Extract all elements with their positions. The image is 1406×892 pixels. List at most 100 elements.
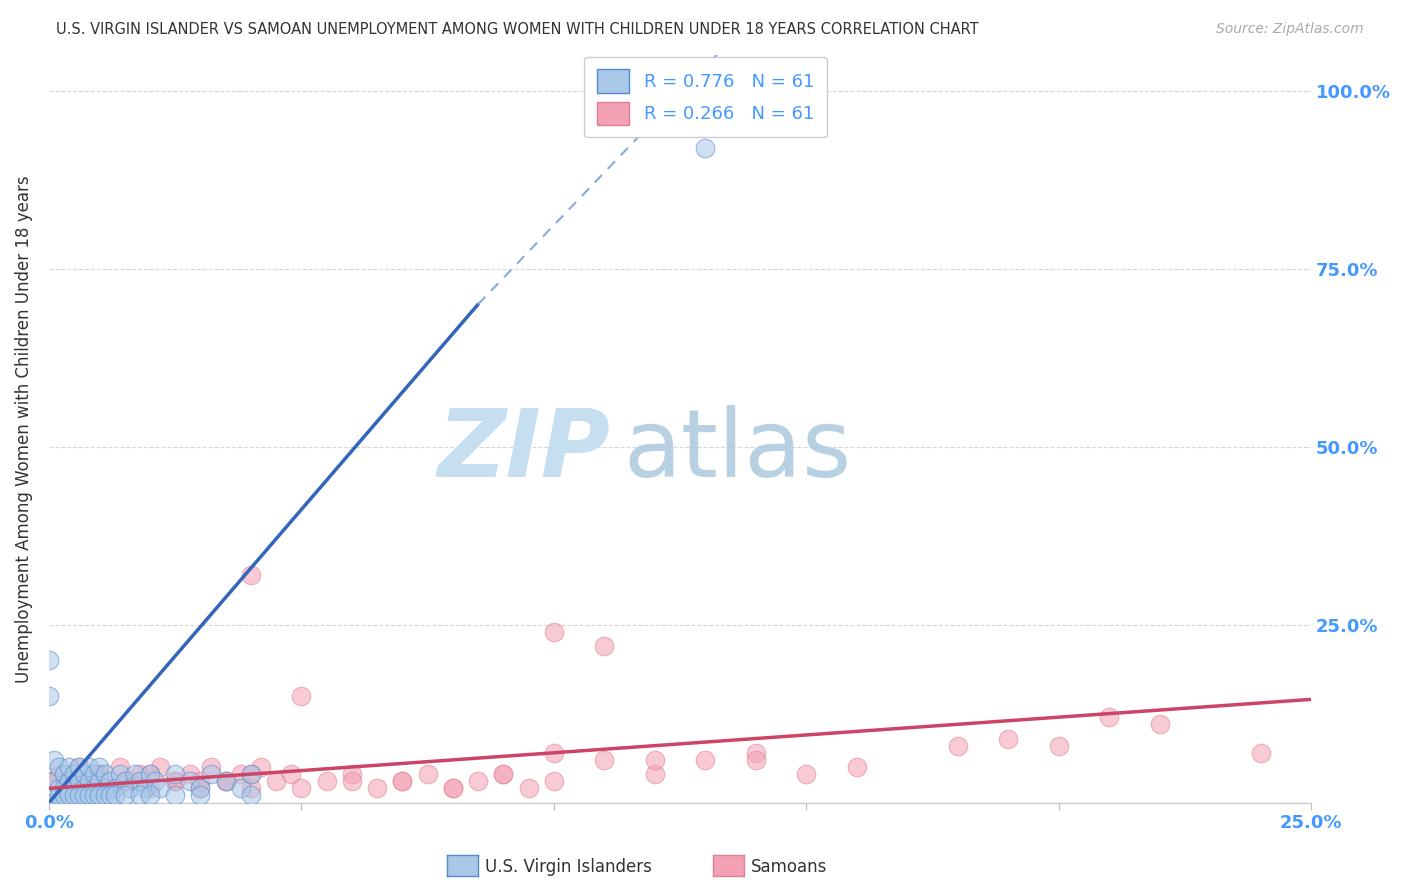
Point: [492, 767, 515, 781]
Point: [139, 789, 162, 803]
Point: [416, 767, 439, 781]
Point: [290, 689, 312, 703]
Point: [695, 753, 717, 767]
Point: [83, 789, 105, 803]
Point: [93, 789, 115, 803]
Point: [239, 789, 262, 803]
Point: [340, 767, 363, 781]
Point: [89, 760, 111, 774]
Point: [93, 767, 115, 781]
Point: [104, 789, 127, 803]
Point: [441, 781, 464, 796]
Point: [593, 753, 616, 767]
Point: [38, 689, 60, 703]
Point: [83, 781, 105, 796]
Point: [149, 760, 172, 774]
Point: [190, 789, 212, 803]
Point: [441, 781, 464, 796]
Point: [1098, 710, 1121, 724]
Point: [165, 774, 187, 789]
Point: [104, 781, 127, 796]
Point: [114, 789, 136, 803]
Point: [58, 789, 80, 803]
Point: [128, 774, 150, 789]
Point: [644, 753, 666, 767]
Point: [165, 789, 187, 803]
Point: [190, 781, 212, 796]
Point: [58, 774, 80, 789]
Point: [89, 767, 111, 781]
Point: [48, 789, 70, 803]
Point: [67, 760, 90, 774]
Point: [997, 731, 1019, 746]
Point: [745, 746, 768, 760]
Point: [79, 789, 101, 803]
Point: [108, 767, 131, 781]
Y-axis label: Unemployment Among Women with Children Under 18 years: Unemployment Among Women with Children U…: [15, 175, 32, 682]
Point: [53, 789, 76, 803]
Point: [644, 767, 666, 781]
Point: [67, 774, 90, 789]
Point: [48, 760, 70, 774]
Text: U.S. VIRGIN ISLANDER VS SAMOAN UNEMPLOYMENT AMONG WOMEN WITH CHILDREN UNDER 18 Y: U.S. VIRGIN ISLANDER VS SAMOAN UNEMPLOYM…: [56, 22, 979, 37]
Point: [134, 781, 156, 796]
Point: [42, 774, 65, 789]
Point: [98, 781, 121, 796]
Point: [114, 774, 136, 789]
Point: [794, 767, 817, 781]
Point: [239, 767, 262, 781]
Point: [250, 760, 273, 774]
Point: [89, 789, 111, 803]
Point: [98, 774, 121, 789]
Point: [200, 767, 222, 781]
Point: [89, 774, 111, 789]
Point: [745, 753, 768, 767]
Point: [118, 781, 141, 796]
Point: [118, 774, 141, 789]
Point: [63, 767, 86, 781]
Point: [79, 760, 101, 774]
Text: ZIP: ZIP: [437, 405, 610, 498]
Point: [114, 774, 136, 789]
Point: [190, 781, 212, 796]
Point: [128, 789, 150, 803]
Point: [48, 781, 70, 796]
Point: [38, 796, 60, 810]
Point: [517, 781, 540, 796]
Point: [315, 774, 337, 789]
Point: [139, 781, 162, 796]
Text: Samoans: Samoans: [751, 858, 827, 876]
Point: [239, 567, 262, 582]
Point: [53, 767, 76, 781]
Point: [179, 767, 201, 781]
Point: [215, 774, 238, 789]
Point: [280, 767, 302, 781]
Point: [366, 781, 388, 796]
Point: [79, 774, 101, 789]
Point: [165, 774, 187, 789]
Point: [73, 789, 96, 803]
Point: [139, 767, 162, 781]
Point: [492, 767, 515, 781]
Point: [53, 781, 76, 796]
Point: [79, 774, 101, 789]
Point: [215, 774, 238, 789]
Point: [108, 760, 131, 774]
Point: [38, 653, 60, 667]
Point: [239, 767, 262, 781]
Point: [239, 781, 262, 796]
Point: [38, 774, 60, 789]
Point: [63, 781, 86, 796]
Point: [467, 774, 489, 789]
Point: [1047, 739, 1070, 753]
Point: [229, 767, 252, 781]
Point: [63, 774, 86, 789]
Text: U.S. Virgin Islanders: U.S. Virgin Islanders: [485, 858, 652, 876]
Point: [143, 774, 166, 789]
Point: [695, 141, 717, 155]
Point: [543, 746, 565, 760]
Point: [63, 789, 86, 803]
Point: [1250, 746, 1272, 760]
Point: [48, 767, 70, 781]
Point: [1149, 717, 1171, 731]
